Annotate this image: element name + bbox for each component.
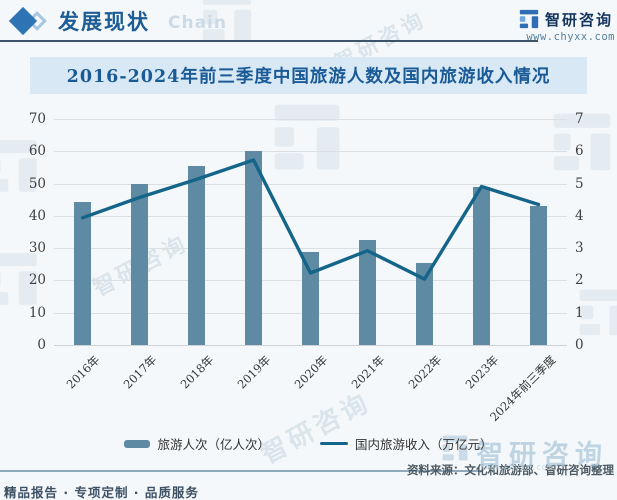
bar-2019年 (245, 150, 262, 345)
grid-line-0 (54, 345, 567, 346)
x-axis-label-2021年: 2021年 (348, 352, 388, 392)
y-axis-left-label-10: 10 (28, 304, 46, 321)
y-axis-left-label-60: 60 (28, 143, 46, 160)
grid-line-60 (54, 151, 567, 153)
y-axis-right-label-3: 3 (575, 240, 584, 257)
chart-title-bar: 2016-2024年前三季度中国旅游人数及国内旅游收入情况 (30, 57, 587, 94)
zhiyan-logo-icon (519, 9, 539, 29)
x-axis-label-2020年: 2020年 (291, 352, 331, 392)
header-divider (0, 40, 538, 42)
x-axis-label-2018年: 2018年 (177, 352, 217, 392)
x-axis-label-2017年: 2017年 (120, 352, 160, 392)
footer-tagline: 精品报告 · 专项定制 · 品质服务 (4, 485, 199, 500)
y-axis-right-label-5: 5 (575, 175, 584, 192)
y-axis-left-label-40: 40 (28, 207, 46, 224)
bar-2023年 (473, 187, 490, 345)
footer-divider (0, 470, 482, 472)
brand-name: 智研咨询 (544, 10, 613, 29)
x-axis-label-2016年: 2016年 (63, 352, 103, 392)
y-axis-left-label-30: 30 (28, 240, 46, 257)
diamond-icon (8, 6, 54, 38)
y-axis-right-label-7: 7 (575, 111, 584, 127)
legend-item-bar: 旅游人次（亿人次） (124, 434, 270, 453)
y-axis-right-label-1: 1 (575, 304, 584, 321)
x-axis-label-2022年: 2022年 (405, 352, 445, 392)
y-axis-left-label-20: 20 (28, 272, 46, 289)
y-axis-right-label-6: 6 (575, 143, 584, 160)
x-axis-label-2019年: 2019年 (234, 352, 274, 392)
legend-item-line: 国内旅游收入（万亿元） (320, 434, 493, 453)
line-swatch-icon (320, 441, 348, 446)
bar-2017年 (131, 183, 148, 345)
y-axis-right-label-0: 0 (575, 337, 584, 353)
brand-logo: 智研咨询 (518, 8, 613, 30)
x-axis-label-2023年: 2023年 (462, 352, 502, 392)
y-axis-right-label-4: 4 (575, 207, 584, 224)
bar-swatch-icon (124, 439, 151, 448)
chart-title: 2016-2024年前三季度中国旅游人数及国内旅游收入情况 (66, 67, 551, 87)
section-title: 发展现状 (58, 9, 150, 34)
bar-2016年 (74, 201, 91, 345)
section-watermark-text: Chain (168, 13, 227, 33)
y-axis-right-label-2: 2 (575, 272, 584, 289)
bar-2021年 (359, 240, 376, 345)
y-axis-left-label-0: 0 (37, 337, 46, 353)
bar-2020年 (302, 252, 319, 345)
bar-2024年前三季度 (530, 206, 547, 345)
bar-2022年 (416, 263, 433, 345)
grid-line-70 (54, 119, 567, 120)
diamond-filled-icon (8, 6, 38, 36)
chart-area: 0 10 20 30 40 50 60 70 0 1 2 3 4 5 6 7 2016年 2017年 2018年 20… (0, 104, 617, 436)
y-axis-left-label-50: 50 (28, 175, 46, 192)
legend: 旅游人次（亿人次） 国内旅游收入（万亿元） (0, 434, 617, 453)
bar-2018年 (188, 166, 205, 345)
website-url: www.chyxx.com (526, 31, 615, 43)
legend-line-label: 国内旅游收入（万亿元） (355, 437, 493, 452)
y-axis-left-label-70: 70 (28, 111, 46, 127)
legend-bar-label: 旅游人次（亿人次） (157, 437, 270, 452)
data-source-text: 资料来源：文化和旅游部、智研咨询整理 (407, 463, 614, 477)
